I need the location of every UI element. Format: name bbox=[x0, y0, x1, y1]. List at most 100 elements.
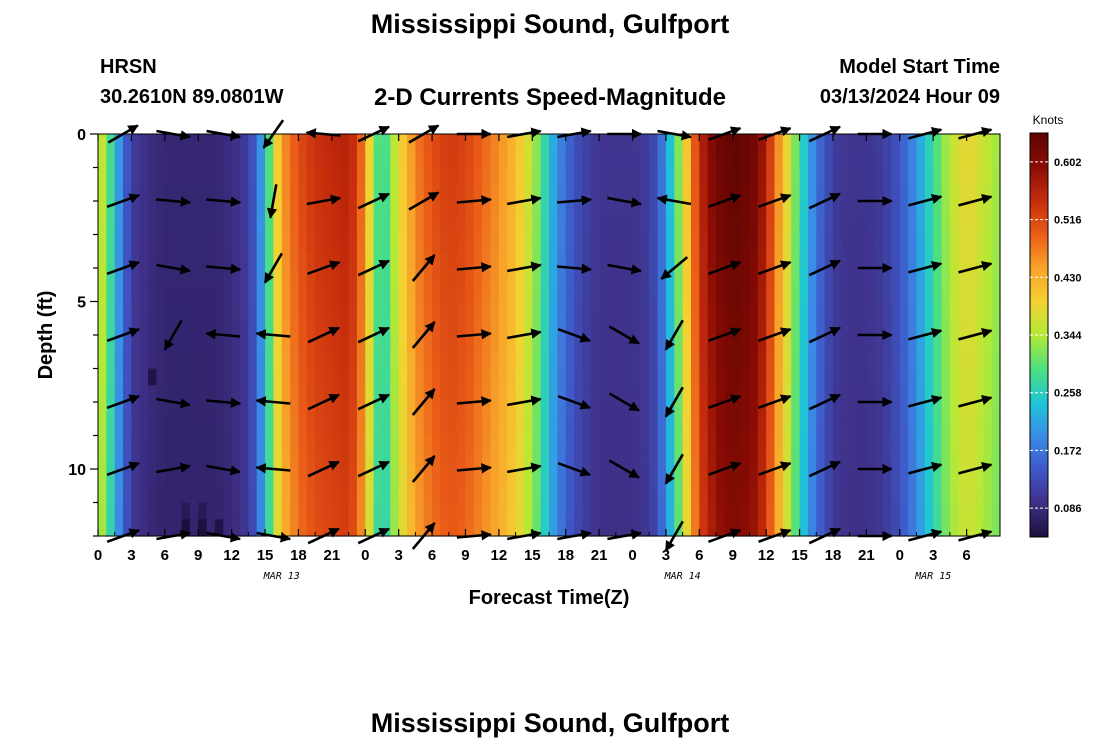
heatmap-cell bbox=[949, 368, 959, 386]
heatmap-cell bbox=[749, 184, 759, 202]
heatmap-cell bbox=[356, 150, 366, 169]
heatmap-cell bbox=[398, 485, 408, 504]
heatmap-cell bbox=[365, 201, 375, 219]
heatmap-cell bbox=[407, 418, 416, 437]
heatmap-cell bbox=[858, 217, 867, 236]
colorbar: Knots 0.0860.1720.2580.3440.4300.5160.60… bbox=[1029, 113, 1082, 538]
heatmap-cell bbox=[899, 167, 909, 185]
heatmap-cell bbox=[557, 435, 567, 453]
heatmap-cell bbox=[908, 368, 918, 386]
heatmap-cell bbox=[223, 368, 233, 386]
heatmap-cell bbox=[173, 268, 183, 286]
heatmap-cell bbox=[273, 452, 283, 470]
heatmap-cell bbox=[290, 351, 300, 370]
heatmap-cell bbox=[482, 167, 492, 185]
heatmap-cell bbox=[465, 502, 475, 520]
heatmap-cell bbox=[741, 134, 751, 152]
x-tick-label: 6 bbox=[962, 547, 970, 564]
heatmap-cell bbox=[123, 284, 133, 303]
heatmap-cell bbox=[565, 251, 575, 269]
heatmap-cell bbox=[766, 335, 776, 353]
heatmap-cell bbox=[824, 452, 834, 470]
current-vector-arrow bbox=[506, 261, 542, 273]
heatmap-cell bbox=[832, 418, 842, 437]
heatmap-cell bbox=[916, 134, 926, 152]
heatmap-cell bbox=[933, 134, 943, 152]
heatmap-cell bbox=[114, 184, 124, 202]
heatmap-cell bbox=[791, 435, 801, 453]
heatmap-cell bbox=[782, 284, 792, 303]
heatmap-cell bbox=[532, 418, 542, 437]
current-vector-arrow bbox=[556, 263, 593, 274]
heatmap-cell bbox=[156, 519, 166, 537]
heatmap-cell bbox=[265, 519, 274, 537]
heatmap-cell bbox=[590, 519, 600, 537]
heatmap-cell bbox=[874, 184, 884, 202]
heatmap-cell bbox=[557, 368, 567, 386]
heatmap-cell bbox=[716, 268, 725, 286]
heatmap-cell bbox=[766, 351, 776, 370]
heatmap-cell bbox=[432, 201, 442, 219]
heatmap-cell bbox=[164, 519, 174, 537]
heatmap-cell bbox=[607, 435, 617, 453]
heatmap-cell bbox=[340, 284, 350, 303]
heatmap-cell bbox=[632, 284, 642, 303]
heatmap-cell bbox=[298, 435, 308, 453]
heatmap-cell bbox=[858, 435, 867, 453]
heatmap-cell bbox=[891, 452, 901, 470]
heatmap-cell bbox=[198, 251, 208, 269]
heatmap-cell bbox=[799, 402, 809, 420]
heatmap-cell bbox=[874, 134, 884, 152]
heatmap-cell bbox=[340, 502, 350, 520]
heatmap-cell bbox=[323, 251, 333, 269]
heatmap-cell bbox=[490, 284, 500, 303]
heatmap-cell bbox=[716, 150, 725, 169]
heatmap-cell bbox=[549, 385, 558, 403]
heatmap-cell bbox=[498, 351, 508, 370]
heatmap-cell bbox=[574, 318, 584, 336]
heatmap-cell bbox=[139, 368, 149, 386]
heatmap-cell bbox=[858, 418, 867, 437]
heatmap-cell bbox=[841, 234, 851, 252]
heatmap-cell bbox=[849, 485, 859, 504]
heatmap-cell bbox=[490, 184, 500, 202]
x-tick-label: 9 bbox=[729, 547, 737, 564]
heatmap-cell bbox=[440, 435, 450, 453]
heatmap-cell bbox=[799, 435, 809, 453]
heatmap-cell bbox=[716, 318, 725, 336]
heatmap-cell bbox=[866, 469, 876, 487]
heatmap-cell bbox=[649, 485, 659, 504]
heatmap-cell bbox=[448, 134, 458, 152]
heatmap-cell bbox=[415, 502, 425, 520]
heatmap-cell bbox=[507, 402, 517, 420]
heatmap-cell bbox=[106, 268, 116, 286]
heatmap-cell bbox=[757, 201, 767, 219]
heatmap-cell bbox=[590, 301, 600, 319]
heatmap-cell bbox=[991, 485, 1001, 504]
heatmap-cell bbox=[231, 519, 241, 537]
heatmap-cell bbox=[106, 318, 116, 336]
heatmap-cell bbox=[390, 502, 400, 520]
heatmap-cell bbox=[632, 201, 642, 219]
heatmap-cell bbox=[766, 284, 776, 303]
heatmap-cell bbox=[782, 318, 792, 336]
heatmap-cell bbox=[749, 201, 759, 219]
heatmap-cell bbox=[966, 150, 976, 169]
heatmap-cell bbox=[432, 301, 442, 319]
heatmap-cell bbox=[891, 234, 901, 252]
heatmap-cell bbox=[941, 217, 951, 236]
heatmap-cell bbox=[148, 502, 158, 520]
heatmap-cell bbox=[582, 502, 592, 520]
heatmap-cell bbox=[640, 418, 650, 437]
heatmap-cell bbox=[866, 167, 876, 185]
heatmap-cell bbox=[974, 167, 984, 185]
heatmap-cell bbox=[407, 435, 416, 453]
heatmap-cell bbox=[340, 318, 350, 336]
heatmap-cell bbox=[273, 418, 283, 437]
heatmap-cell bbox=[899, 134, 909, 152]
heatmap-cell bbox=[256, 452, 266, 470]
heatmap-cell bbox=[749, 150, 759, 169]
model-start-value: 03/13/2024 Hour 09 bbox=[819, 86, 1000, 108]
heatmap-cell bbox=[582, 335, 592, 353]
colorbar-tick-label: 0.602 bbox=[1054, 157, 1082, 169]
